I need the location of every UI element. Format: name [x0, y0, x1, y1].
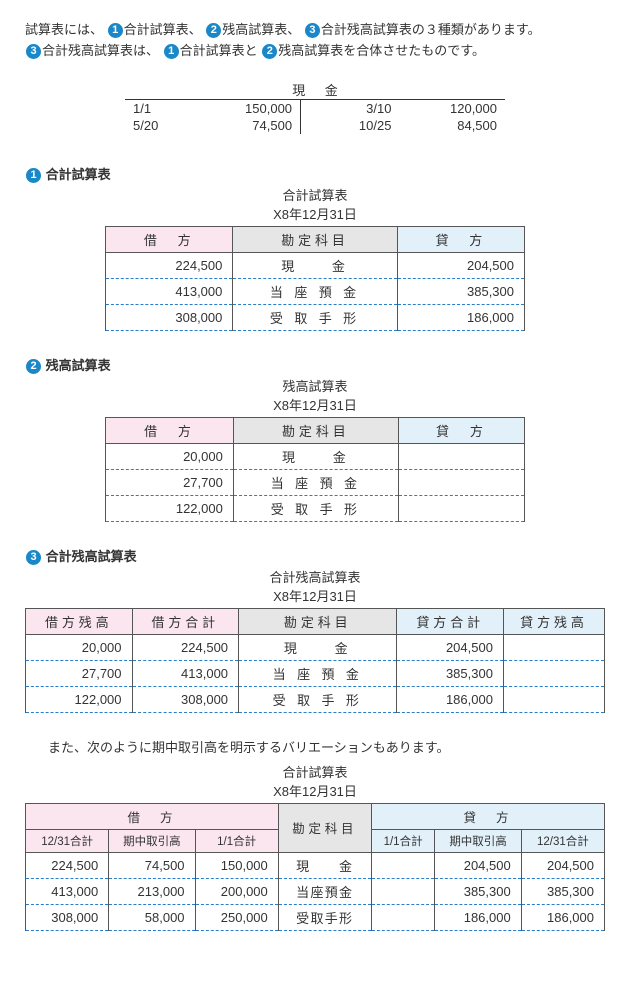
ledger-cell: 3/10	[301, 99, 400, 117]
circle-1-icon: 1	[108, 23, 123, 38]
section-2-heading: 2 残高試算表	[25, 355, 605, 374]
circle-3-icon: 3	[26, 550, 41, 565]
col-credit-total: 貸方合計	[397, 608, 504, 634]
circle-2-icon: 2	[26, 359, 41, 374]
table-2: 借 方 勘定科目 貸 方 20,000現 金 27,700当 座 預 金 122…	[105, 417, 525, 522]
table-2-title: 残高試算表	[25, 376, 605, 395]
intro-t2: 残高試算表、	[222, 22, 300, 37]
table-row: 20,000224,500現 金204,500	[26, 634, 605, 660]
ledger-cell: 84,500	[399, 117, 505, 134]
table-row: 122,000受 取 手 形	[106, 495, 525, 521]
table-4-title: 合計試算表	[25, 762, 605, 781]
col-group-credit: 貸 方	[371, 803, 604, 829]
intro-a: 試算表には、	[25, 22, 103, 37]
section-1-label: 合計試算表	[46, 167, 111, 182]
circle-3-icon: 3	[26, 44, 41, 59]
sub-col: 12/31合計	[521, 829, 604, 852]
section-3-label: 合計残高試算表	[46, 549, 137, 564]
col-account: 勘定科目	[233, 417, 398, 443]
table-1-title: 合計試算表	[25, 185, 605, 204]
ledger-cell: 150,000	[194, 99, 300, 117]
table-row: 308,00058,000250,000受取手形186,000186,000	[26, 904, 605, 930]
footnote: また、次のように期中取引高を明示するバリエーションもあります。	[35, 737, 605, 756]
sub-col: 1/1合計	[371, 829, 435, 852]
ledger-cell: 1/1	[125, 99, 194, 117]
table-row: 27,700当 座 預 金	[106, 469, 525, 495]
table-row: 20,000現 金	[106, 443, 525, 469]
col-credit-bal: 貸方残高	[503, 608, 604, 634]
table-row: 308,000受 取 手 形186,000	[106, 304, 525, 330]
table-4: 借 方 勘定科目 貸 方 12/31合計 期中取引高 1/1合計 1/1合計 期…	[25, 803, 605, 931]
col-account: 勘定科目	[239, 608, 397, 634]
circle-3-icon: 3	[305, 23, 320, 38]
sub-col: 期中取引高	[435, 829, 521, 852]
intro-text: 試算表には、 1合計試算表、 2残高試算表、 3合計残高試算表の３種類があります…	[25, 20, 605, 62]
col-account: 勘定科目	[278, 803, 371, 852]
ledger-title: 現金	[125, 80, 505, 99]
table-4-date: X8年12月31日	[25, 781, 605, 800]
section-2-label: 残高試算表	[46, 358, 111, 373]
intro-l2a: 合計残高試算表は、	[42, 43, 159, 58]
table-3-title: 合計残高試算表	[25, 567, 605, 586]
ledger-account: 現金 1/1 150,000 3/10 120,000 5/20 74,500 …	[125, 80, 505, 134]
ledger-cell: 120,000	[399, 99, 505, 117]
col-debit-bal: 借方残高	[26, 608, 133, 634]
table-2-date: X8年12月31日	[25, 395, 605, 414]
circle-1-icon: 1	[26, 168, 41, 183]
ledger-cell: 74,500	[194, 117, 300, 134]
table-row: 122,000308,000受 取 手 形186,000	[26, 686, 605, 712]
intro-t1: 合計試算表、	[124, 22, 202, 37]
circle-1-icon: 1	[164, 44, 179, 59]
table-1-date: X8年12月31日	[25, 204, 605, 223]
col-account: 勘定科目	[233, 226, 397, 252]
col-debit: 借 方	[106, 226, 233, 252]
table-3-date: X8年12月31日	[25, 586, 605, 605]
table-row: 224,500現 金204,500	[106, 252, 525, 278]
intro-l2c: 残高試算表を合体させたものです。	[278, 43, 485, 58]
section-1-heading: 1 合計試算表	[25, 164, 605, 183]
col-group-debit: 借 方	[26, 803, 279, 829]
section-3-heading: 3 合計残高試算表	[25, 546, 605, 565]
ledger-cell: 5/20	[125, 117, 194, 134]
ledger-cell: 10/25	[301, 117, 400, 134]
table-row: 413,000当 座 預 金385,300	[106, 278, 525, 304]
table-1: 借 方 勘定科目 貸 方 224,500現 金204,500 413,000当 …	[105, 226, 525, 331]
sub-col: 1/1合計	[195, 829, 278, 852]
intro-l2b: 合計試算表と	[180, 43, 258, 58]
col-credit: 貸 方	[398, 417, 524, 443]
col-debit-total: 借方合計	[132, 608, 239, 634]
circle-2-icon: 2	[206, 23, 221, 38]
circle-2-icon: 2	[262, 44, 277, 59]
col-debit: 借 方	[106, 417, 234, 443]
intro-t3: 合計残高試算表の３種類があります。	[321, 22, 541, 37]
table-row: 413,000213,000200,000当座預金385,300385,300	[26, 878, 605, 904]
sub-col: 期中取引高	[109, 829, 195, 852]
sub-col: 12/31合計	[26, 829, 109, 852]
table-3: 借方残高 借方合計 勘定科目 貸方合計 貸方残高 20,000224,500現 …	[25, 608, 605, 713]
col-credit: 貸 方	[397, 226, 524, 252]
table-row: 224,50074,500150,000現 金204,500204,500	[26, 852, 605, 878]
table-row: 27,700413,000当 座 預 金385,300	[26, 660, 605, 686]
